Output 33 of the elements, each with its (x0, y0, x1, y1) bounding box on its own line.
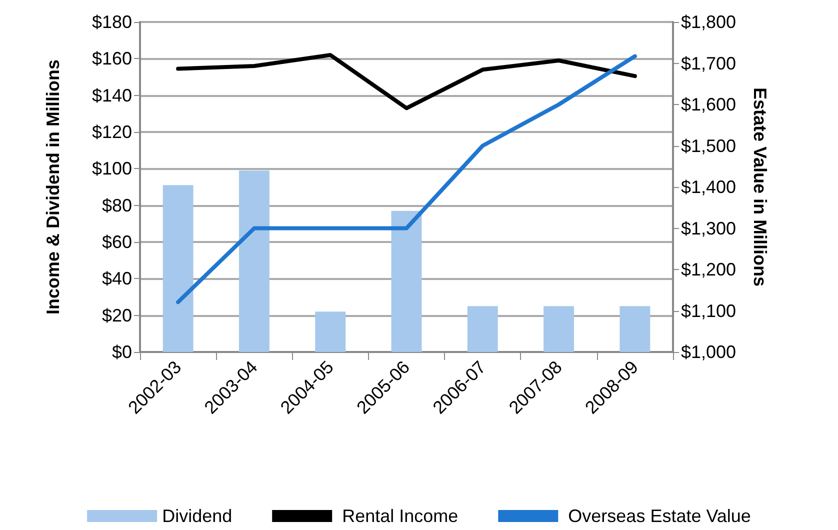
y-tick-label: $180 (92, 12, 132, 32)
legend-label: Overseas Estate Value (568, 506, 751, 526)
bar (315, 312, 346, 352)
y2-tick-label: $1,200 (681, 260, 736, 280)
bar (467, 306, 498, 352)
y-tick-label: $40 (102, 268, 132, 289)
y-tick-label: $0 (112, 342, 132, 362)
y-tick-label: $120 (92, 122, 132, 142)
bar (238, 170, 270, 352)
y2-tick-label: $1,000 (681, 342, 736, 362)
y-tick-label: $160 (92, 48, 132, 69)
y-tick-label: $100 (92, 158, 132, 179)
y2-tick-label: $1,800 (681, 12, 736, 32)
legend-label: Dividend (162, 506, 232, 526)
y-tick-label: $60 (102, 232, 132, 252)
line-series (176, 54, 637, 304)
bar (620, 306, 650, 352)
y-tick-label: $20 (102, 305, 132, 326)
bar (391, 210, 422, 352)
y-tick-label: $80 (102, 195, 132, 216)
y2-tick-label: $1,600 (681, 94, 736, 114)
y2-axis-title: Estate Value in Millions (750, 87, 770, 287)
bar (162, 185, 194, 352)
y2-tick-label: $1,300 (681, 218, 736, 238)
y2-tick-label: $1,400 (681, 177, 736, 197)
y-axis-title: Income & Dividend in Millions (43, 59, 63, 315)
y2-tick-label: $1,700 (681, 53, 736, 74)
legend-label: Rental Income (342, 506, 458, 526)
line-series (176, 53, 637, 110)
y-tick-label: $140 (92, 85, 132, 106)
y2-tick-label: $1,500 (681, 136, 736, 156)
bar (544, 306, 574, 352)
y2-tick-label: $1,100 (681, 300, 736, 321)
